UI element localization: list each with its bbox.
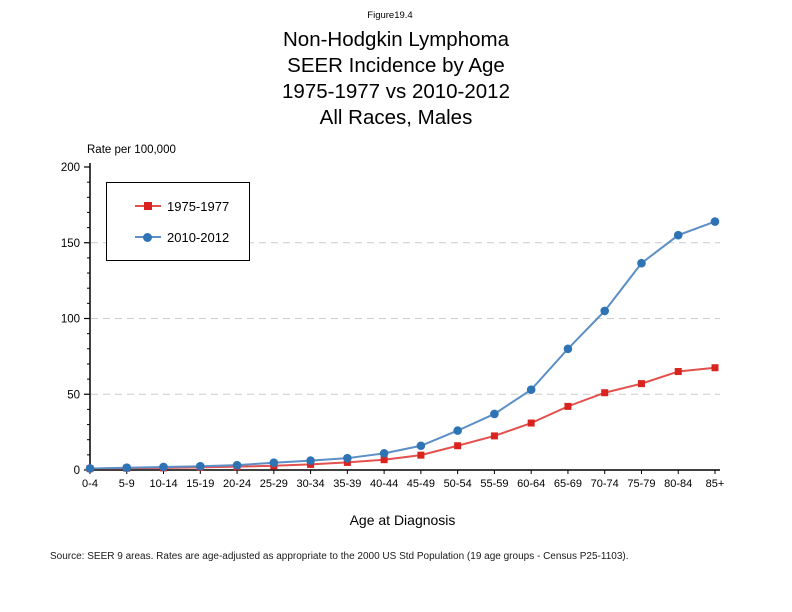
x-tick-label: 0-4 [82,478,98,490]
x-tick-label: 30-34 [297,478,325,490]
y-tick-label: 100 [61,314,80,326]
series-line-2010-2012 [89,220,716,470]
x-tick-label: 75-79 [627,478,655,490]
data-point-marker [710,217,720,226]
data-point-marker [563,344,573,354]
y-tick-label: 50 [67,389,80,401]
legend-item-1975-1977: 1975-1977 [135,199,249,214]
legend-label-1975-1977: 1975-1977 [167,198,230,214]
data-point-marker [454,442,462,450]
data-point-marker [269,458,279,468]
data-point-marker [232,460,242,470]
data-point-marker [416,441,426,451]
data-point-marker [526,385,536,395]
x-tick-label: 35-39 [333,478,361,490]
x-tick-label: 15-19 [186,478,214,490]
data-point-marker [159,462,168,472]
chart-title-line-3: 1975-1977 vs 2010-2012 [282,80,510,103]
series-line-1975-1977 [89,366,716,470]
x-tick-label: 80-84 [664,478,692,490]
x-tick-label: 70-74 [591,478,619,490]
y-tick-label: 0 [74,465,80,477]
chart-title: Non-Hodgkin Lymphoma SEER Incidence by A… [0,27,792,131]
data-point-marker [637,380,645,388]
legend: 1975-1977 2010-2012 [106,182,250,261]
figure-number-label: Figure19.4 [367,10,413,21]
data-point-marker [600,306,610,316]
x-tick-label: 10-14 [149,478,177,490]
chart-title-line-2: SEER Incidence by Age [287,54,505,77]
x-axis-title: Age at Diagnosis [349,512,456,528]
y-axis-title: Rate per 100,000 [87,144,176,156]
chart-title-line-4: All Races, Males [319,106,473,129]
y-tick-label: 150 [61,238,80,250]
data-point-marker [306,456,315,465]
x-tick-label: 25-29 [260,478,288,490]
y-tick-label: 200 [61,162,80,174]
data-point-marker [343,453,352,463]
x-tick-label: 45-49 [407,478,435,490]
data-point-marker [637,258,646,268]
x-tick-label: 50-54 [444,478,472,490]
x-tick-label: 40-44 [370,478,398,490]
data-point-marker [711,364,719,372]
x-tick-label: 85+ [706,478,725,490]
data-point-marker [490,409,499,419]
legend-marker-circle-icon [143,232,152,242]
data-point-marker [673,230,683,240]
data-point-marker [379,449,389,458]
data-point-marker [380,456,388,464]
data-point-marker [564,402,572,410]
data-point-marker [527,419,535,427]
data-point-marker [417,451,425,459]
legend-square-marker-icon [135,200,161,212]
data-point-marker [453,426,462,435]
x-tick-label: 65-69 [554,478,582,490]
data-point-marker [85,464,95,473]
x-tick-label: 55-59 [480,478,508,490]
legend-label-2010-2012: 2010-2012 [167,229,230,245]
legend-marker-square-icon [144,202,152,210]
source-note: Source: SEER 9 areas. Rates are age-adju… [50,551,629,562]
legend-item-2010-2012: 2010-2012 [135,230,249,245]
data-point-marker [674,368,682,376]
chart-title-line-1: Non-Hodgkin Lymphoma [283,28,509,51]
x-tick-label: 20-24 [223,478,251,490]
data-point-marker [490,432,498,440]
x-tick-label: 5-9 [119,478,135,490]
data-point-marker [601,389,609,397]
x-tick-label: 60-64 [517,478,545,490]
data-point-marker [122,463,132,473]
legend-circle-marker-icon [135,231,161,243]
data-point-marker [195,461,205,471]
